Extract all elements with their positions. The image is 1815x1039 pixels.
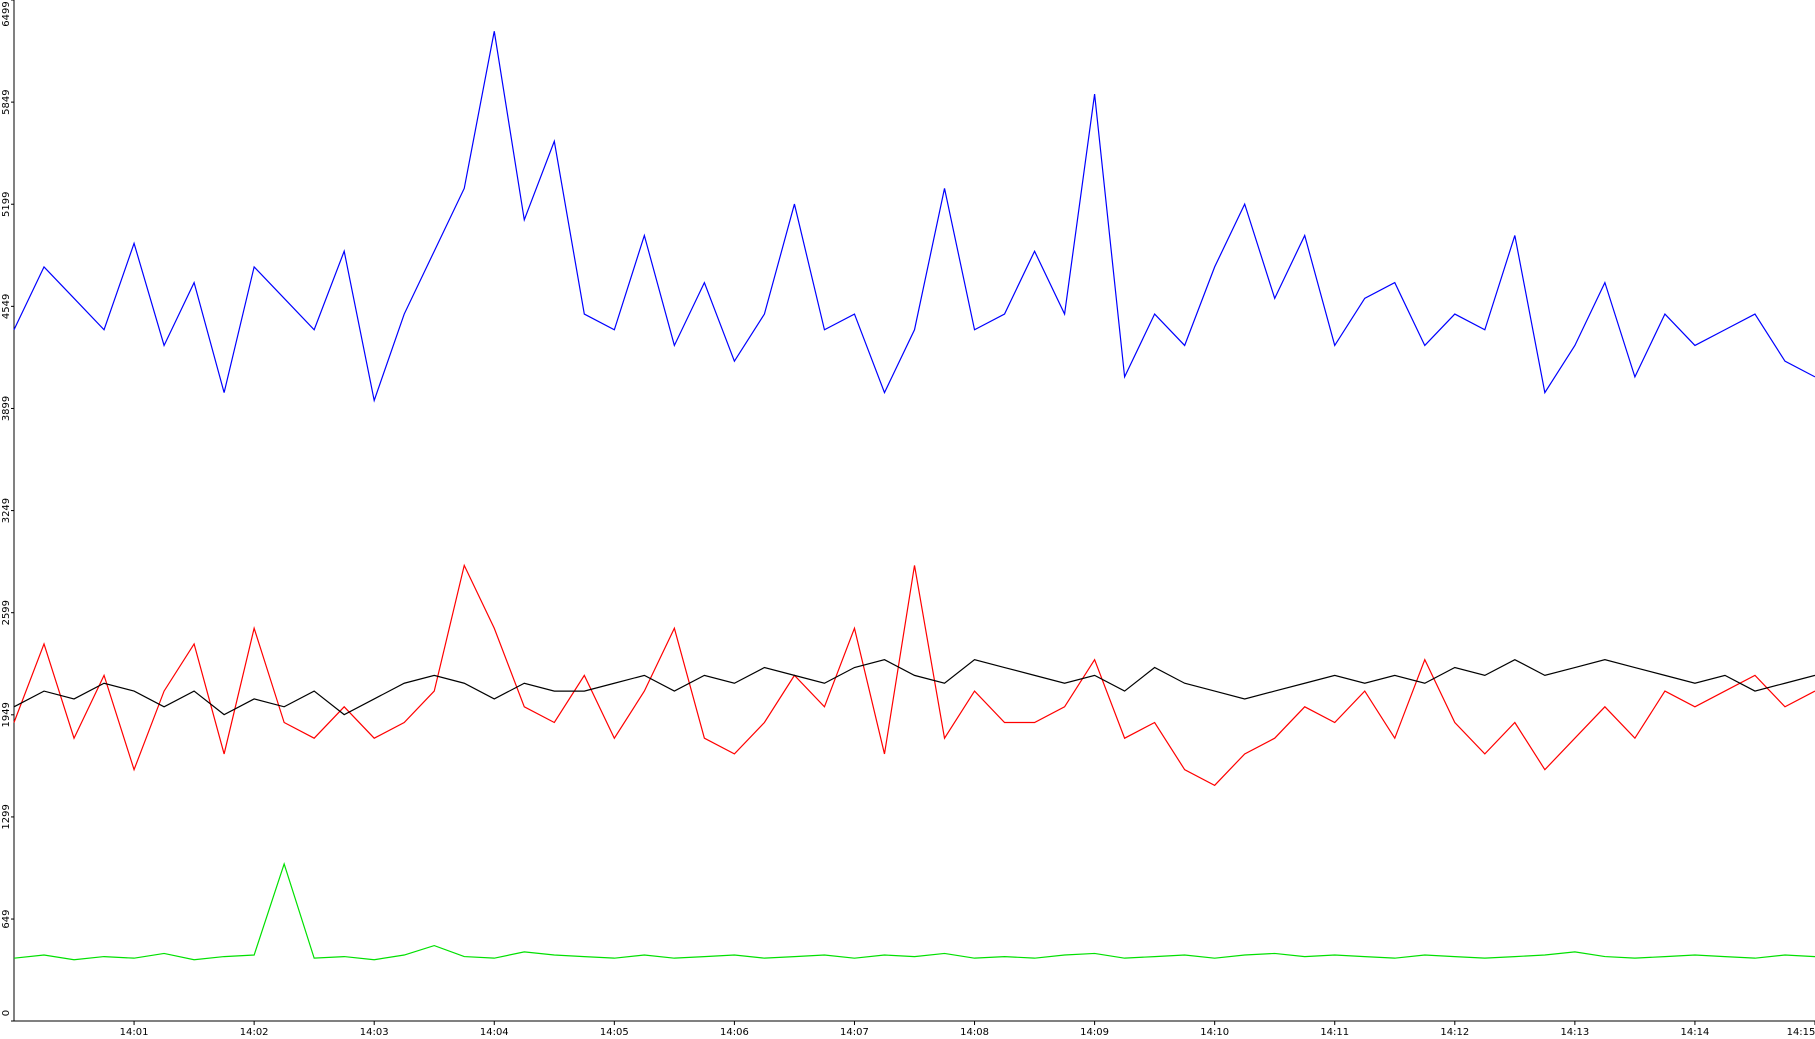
y-tick-label: 3899 [1,396,12,421]
x-tick-label: 14:12 [1440,1027,1469,1038]
x-tick-label: 14:01 [120,1027,149,1038]
y-tick-label: 4549 [1,294,12,319]
x-tick-label: 14:05 [600,1027,629,1038]
x-tick-label: 14:10 [1200,1027,1229,1038]
series-line [13,861,1815,961]
x-tick-label: 14:14 [1681,1027,1710,1038]
x-tick-label: 14:07 [840,1027,869,1038]
x-tick-label: 14:08 [960,1027,989,1038]
y-tick-label: 649 [1,909,12,928]
series-line [13,31,1815,403]
x-tick-label: 14:11 [1320,1027,1349,1038]
x-tick-label: 14:09 [1080,1027,1109,1038]
y-tick-label: 5849 [1,89,12,114]
x-tick-label: 14:13 [1560,1027,1589,1038]
series-line [13,658,1815,716]
x-tick-label: 14:15 [1787,1027,1815,1038]
y-tick-label: 6499 [1,1,12,26]
x-tick-label: 14:04 [480,1027,509,1038]
x-tick-label: 14:02 [240,1027,269,1038]
series-line [13,563,1815,787]
x-tick-label: 14:03 [360,1027,389,1038]
y-tick-label: 3249 [1,498,12,523]
y-tick-label: 5199 [1,192,12,217]
y-tick-label: 1299 [1,804,12,829]
y-tick-label: 1949 [1,702,12,727]
y-tick-label: 2599 [1,600,12,625]
x-tick-label: 14:06 [720,1027,749,1038]
y-tick-label: 0 [1,1010,12,1016]
